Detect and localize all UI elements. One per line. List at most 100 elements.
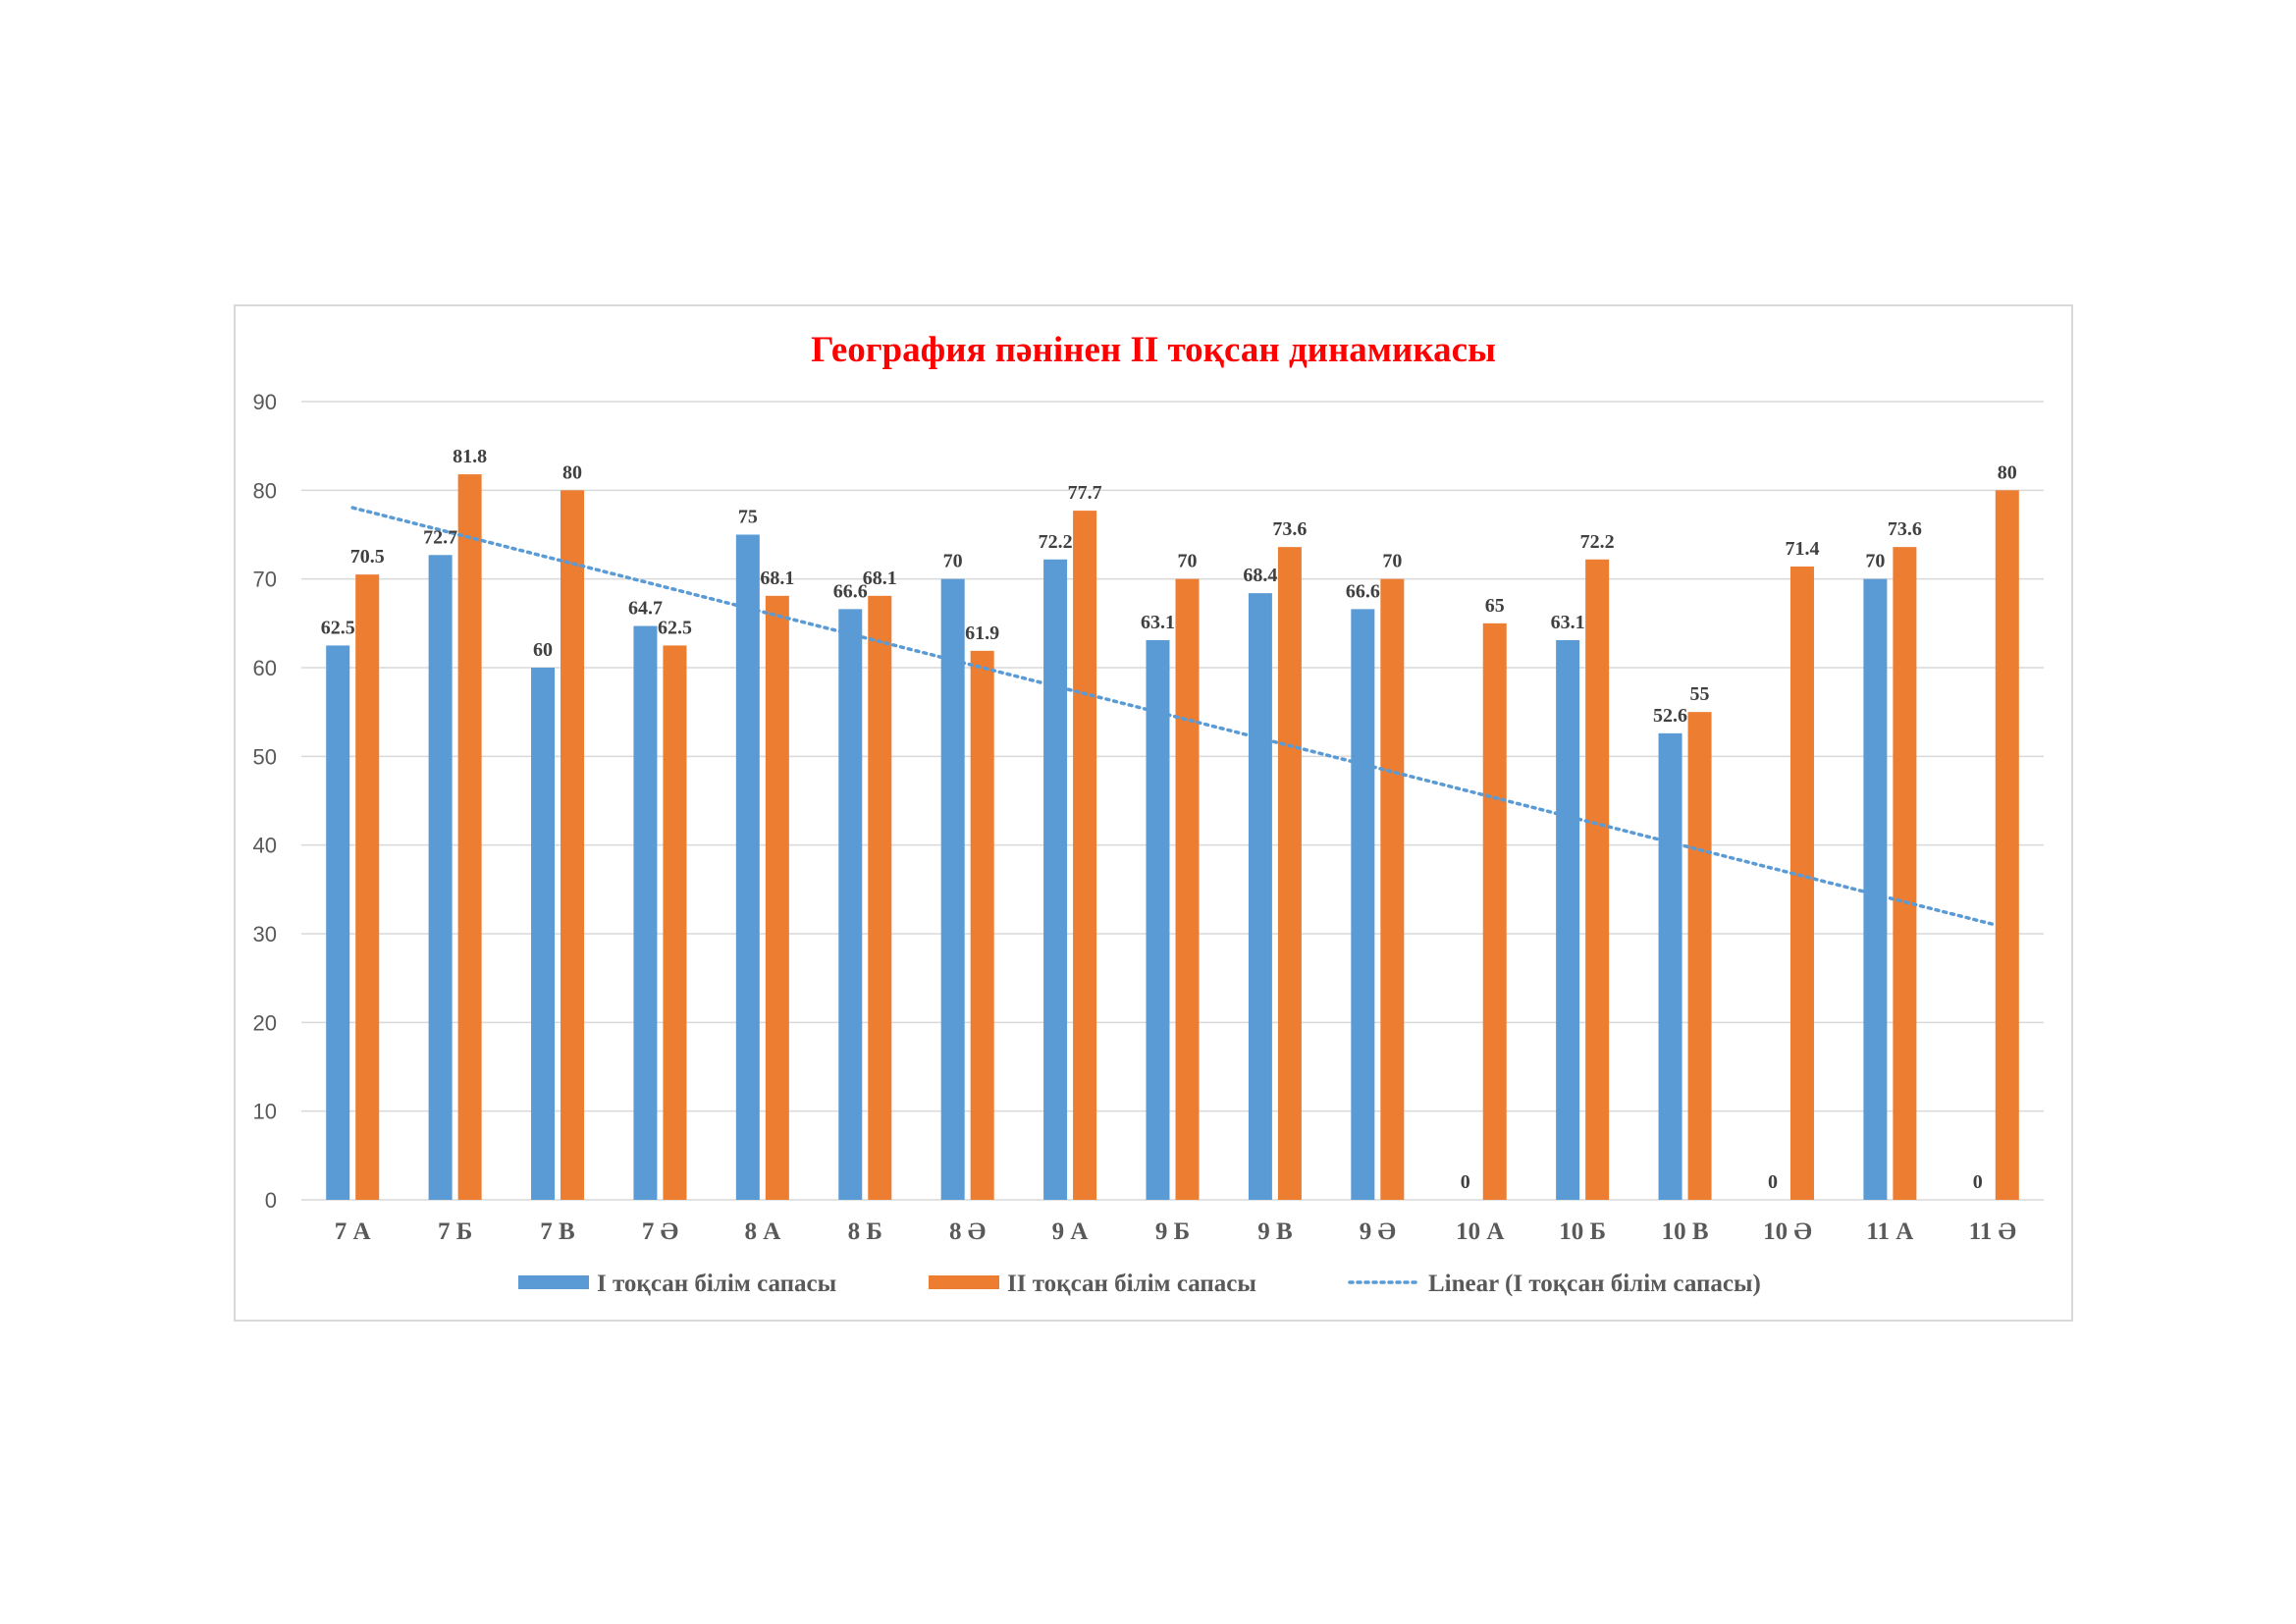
x-tick-label: 9 А — [1052, 1218, 1089, 1245]
x-tick-label: 10 В — [1662, 1218, 1709, 1245]
data-label: 81.8 — [453, 446, 487, 467]
bar — [1277, 547, 1302, 1200]
bar — [1585, 559, 1610, 1200]
data-label: 62.5 — [321, 617, 355, 638]
data-label: 63.1 — [1551, 612, 1585, 633]
data-label: 0 — [1768, 1171, 1778, 1193]
data-label: 70 — [943, 551, 963, 572]
bar — [1351, 609, 1375, 1200]
data-label: 70.5 — [350, 546, 385, 568]
y-tick-label: 60 — [253, 656, 277, 680]
bar — [531, 668, 556, 1200]
y-tick-label: 30 — [253, 922, 277, 947]
x-tick-label: 7 А — [335, 1218, 371, 1245]
x-tick-label: 9 Ә — [1360, 1218, 1396, 1245]
y-tick-label: 70 — [253, 568, 277, 592]
bar — [1687, 712, 1712, 1200]
bar — [1248, 593, 1272, 1200]
bar — [765, 595, 789, 1200]
y-tick-label: 10 — [253, 1100, 277, 1124]
legend-swatch — [929, 1275, 999, 1289]
bar — [1556, 639, 1580, 1200]
bar — [1482, 623, 1507, 1200]
chart-svg: География пәнінен II тоқсан динамикасы 0… — [253, 330, 2044, 1297]
data-label: 55 — [1690, 683, 1710, 705]
x-tick-label: 11 Ә — [1969, 1218, 2016, 1245]
bar — [1658, 732, 1682, 1200]
data-label: 64.7 — [628, 598, 663, 620]
y-tick-label: 80 — [253, 478, 277, 503]
data-label: 77.7 — [1068, 482, 1102, 504]
data-label: 72.2 — [1039, 531, 1073, 553]
data-label: 73.6 — [1272, 518, 1307, 540]
y-tick-label: 50 — [253, 744, 277, 769]
data-label: 80 — [1998, 461, 2017, 483]
bar — [868, 595, 892, 1200]
bar — [326, 645, 350, 1200]
data-label: 60 — [533, 639, 553, 661]
x-axis: 7 А 7 Б 7 В 7 Ә 8 А 8 Б 8 Ә 9 А 9 Б 9 В 9 Ә 10 А 10 … — [335, 1218, 2016, 1245]
bar — [561, 490, 585, 1200]
bar — [838, 609, 863, 1200]
bars — [326, 474, 2019, 1200]
data-label: 72.7 — [423, 526, 457, 548]
chart-title: География пәнінен II тоқсан динамикасы — [811, 330, 1496, 370]
data-label: 70 — [1865, 551, 1885, 572]
bar — [1789, 567, 1814, 1200]
x-tick-label: 7 Б — [438, 1218, 472, 1245]
data-label: 68.1 — [863, 568, 897, 589]
x-tick-label: 7 Ә — [642, 1218, 678, 1245]
data-label: 66.6 — [1346, 580, 1380, 602]
data-label: 68.1 — [760, 568, 794, 589]
data-label: 68.4 — [1243, 565, 1277, 586]
bar — [457, 474, 482, 1200]
y-tick-label: 90 — [253, 390, 277, 414]
legend-label: II тоқсан білім сапасы — [1007, 1271, 1256, 1297]
y-axis: 0 10 20 30 40 50 60 70 80 90 — [253, 390, 277, 1213]
data-label: 65 — [1485, 595, 1505, 617]
data-label: 70 — [1178, 551, 1198, 572]
trendline-path — [350, 506, 1995, 926]
bar — [970, 650, 994, 1200]
data-label: 80 — [562, 461, 582, 483]
data-label: 66.6 — [833, 580, 868, 602]
data-label: 63.1 — [1141, 612, 1175, 633]
x-tick-label: 8 Б — [848, 1218, 882, 1245]
legend-label: I тоқсан білім сапасы — [597, 1271, 836, 1297]
bar — [1146, 639, 1170, 1200]
legend-label: Linear (I тоқсан білім сапасы) — [1428, 1271, 1761, 1297]
x-tick-label: 10 А — [1456, 1218, 1504, 1245]
data-label: 75 — [738, 507, 758, 528]
bar — [1893, 547, 1917, 1200]
bar — [633, 625, 658, 1200]
bar — [735, 534, 760, 1200]
data-label: 72.2 — [1580, 531, 1615, 553]
data-label: 70 — [1382, 551, 1402, 572]
data-label: 73.6 — [1888, 518, 1922, 540]
y-tick-label: 0 — [265, 1188, 277, 1213]
gridlines — [301, 401, 2044, 1201]
data-label: 71.4 — [1785, 538, 1819, 560]
bar — [940, 578, 965, 1200]
x-tick-label: 7 В — [540, 1218, 574, 1245]
data-label: 52.6 — [1653, 705, 1687, 727]
y-tick-label: 20 — [253, 1010, 277, 1035]
bar — [1175, 578, 1200, 1200]
bar — [663, 645, 687, 1200]
bar — [1380, 578, 1405, 1200]
x-tick-label: 8 Ә — [949, 1218, 986, 1245]
data-label: 0 — [1461, 1171, 1470, 1193]
bar — [1043, 559, 1068, 1200]
bar — [1073, 511, 1097, 1200]
bar — [355, 574, 380, 1200]
data-label: 62.5 — [658, 617, 692, 638]
bar — [1863, 578, 1888, 1200]
y-tick-label: 40 — [253, 834, 277, 858]
data-labels: 62.570.572.781.8608064.762.57568.166.668… — [321, 446, 2017, 1193]
trendline — [350, 506, 1995, 926]
legend: I тоқсан білім сапасы II тоқсан білім сап… — [518, 1271, 1761, 1297]
x-tick-label: 9 В — [1257, 1218, 1292, 1245]
x-tick-label: 10 Ә — [1763, 1218, 1812, 1245]
x-tick-label: 8 А — [744, 1218, 780, 1245]
data-label: 61.9 — [965, 623, 999, 644]
